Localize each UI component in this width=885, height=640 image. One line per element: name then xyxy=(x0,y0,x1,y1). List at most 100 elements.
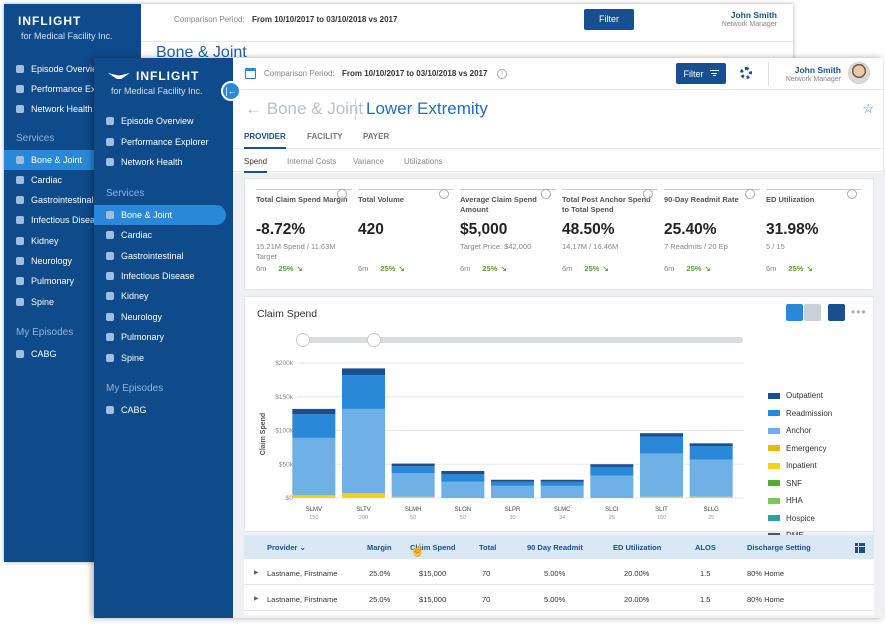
sidebar-item-kidney[interactable]: Kidney xyxy=(94,286,226,306)
bar-segment-readmission[interactable] xyxy=(689,446,733,460)
sidebar-item-pulmonary[interactable]: Pulmonary xyxy=(94,327,226,347)
legend-item-anchor[interactable]: Anchor xyxy=(768,422,832,440)
sidebar-item-infectious-disease[interactable]: Infectious Disease xyxy=(94,266,226,286)
legend-item-readmission[interactable]: Readmission xyxy=(768,405,832,423)
back-nav-episode-overview[interactable]: Episode Overview xyxy=(4,59,136,79)
kpi-total-volume[interactable]: Total Volume 420 6m 25% ↘ xyxy=(358,189,454,273)
back-nav-cabg[interactable]: CABG xyxy=(4,344,136,364)
range-slider-start-handle[interactable] xyxy=(296,333,310,347)
kpi-readmit-rate[interactable]: 90-Day Readmit Rate 25.40% 7 Readmits / … xyxy=(664,189,760,273)
info-icon[interactable] xyxy=(541,189,551,199)
bar-segment-outpatient[interactable] xyxy=(491,479,534,482)
subtab-utilizations[interactable]: Utilizations xyxy=(404,157,443,166)
bar-segment-inpatient[interactable] xyxy=(292,495,336,498)
bar-segment-anchor[interactable] xyxy=(540,485,584,498)
info-icon[interactable] xyxy=(439,189,449,199)
sidebar-item-episode-overview[interactable]: Episode Overview xyxy=(94,111,226,131)
bar-segment-readmission[interactable] xyxy=(491,481,534,486)
info-icon[interactable] xyxy=(847,189,857,199)
bar-segment-outpatient[interactable] xyxy=(292,408,336,415)
column-header-ed-utilization[interactable]: ED Utilization xyxy=(613,543,662,552)
bar-segment-inpatient[interactable] xyxy=(689,496,733,498)
bar-segment-anchor[interactable] xyxy=(640,453,683,497)
column-header-margin[interactable]: Margin xyxy=(367,543,392,552)
favorite-star-icon[interactable]: ☆ xyxy=(862,101,874,116)
bar-segment-outpatient[interactable] xyxy=(590,464,634,467)
legend-item-outpatient[interactable]: Outpatient xyxy=(768,387,832,405)
filter-button[interactable]: Filter xyxy=(676,63,726,84)
bar-segment-inpatient[interactable] xyxy=(342,493,385,498)
column-header-alos[interactable]: ALOS xyxy=(695,543,716,552)
info-icon[interactable] xyxy=(745,189,755,199)
legend-item-inpatient[interactable]: Inpatient xyxy=(768,457,832,475)
range-slider-track[interactable] xyxy=(303,337,743,343)
column-header-total[interactable]: Total xyxy=(479,543,497,552)
column-header-claim-spend[interactable]: Claim Spend xyxy=(410,543,456,552)
bar-segment-anchor[interactable] xyxy=(391,473,435,497)
bar-segment-readmission[interactable] xyxy=(292,414,336,438)
bar-segment-readmission[interactable] xyxy=(540,481,584,486)
back-filter-button[interactable]: Filter xyxy=(584,9,634,30)
bar-segment-outpatient[interactable] xyxy=(391,463,435,467)
bar-segment-inpatient[interactable] xyxy=(640,496,683,498)
bar-segment-readmission[interactable] xyxy=(640,436,683,454)
expand-row-icon[interactable]: ▶ xyxy=(254,570,259,576)
bar-segment-readmission[interactable] xyxy=(441,474,485,482)
comparison-period-value[interactable]: From 10/10/2017 to 03/10/2018 vs 2017 xyxy=(342,69,488,78)
column-header-discharge-setting[interactable]: Discharge Setting xyxy=(747,543,811,552)
table-row[interactable]: ▶ Lastname, Firstname 25.0% $15,000 70 5… xyxy=(244,559,874,585)
range-slider-end-handle[interactable] xyxy=(367,333,381,347)
bar-segment-anchor[interactable] xyxy=(441,481,485,498)
table-row[interactable]: ▶ Lastname, Firstname 25.0% $15,000 70 5… xyxy=(244,585,874,611)
bar-segment-anchor[interactable] xyxy=(342,408,385,494)
bar-segment-outpatient[interactable] xyxy=(342,368,385,376)
sidebar-item-bone-joint[interactable]: Bone & Joint xyxy=(94,205,226,225)
tab-payer[interactable]: PAYER xyxy=(363,132,390,141)
bar-segment-readmission[interactable] xyxy=(342,375,385,409)
back-nav-pulmonary[interactable]: Pulmonary xyxy=(4,271,136,291)
gear-icon[interactable] xyxy=(740,67,752,79)
back-nav-neurology[interactable]: Neurology xyxy=(4,251,136,271)
legend-item-emergency[interactable]: Emergency xyxy=(768,440,832,458)
back-nav-spine[interactable]: Spine xyxy=(4,292,136,312)
legend-item-hospice[interactable]: Hospice xyxy=(768,510,832,528)
legend-item-snf[interactable]: SNF xyxy=(768,475,832,493)
kpi-claim-spend-margin[interactable]: Total Claim Spend Margin -8.72% 15.21M S… xyxy=(256,189,352,273)
back-nav-gastro[interactable]: Gastrointestinal xyxy=(4,190,136,210)
more-options-icon[interactable]: ••• xyxy=(851,305,867,319)
back-nav-infectious[interactable]: Infectious Disease xyxy=(4,210,136,230)
avatar[interactable] xyxy=(848,62,870,84)
kpi-post-anchor-spend[interactable]: Total Post Anchor Spend to Total Spend 4… xyxy=(562,189,658,273)
legend-item-hha[interactable]: HHA xyxy=(768,492,832,510)
bar-segment-readmission[interactable] xyxy=(391,466,435,474)
calendar-icon[interactable] xyxy=(245,68,256,79)
sidebar-item-performance-explorer[interactable]: Performance Explorer xyxy=(94,132,226,152)
bar-chart-view-icon[interactable] xyxy=(786,304,803,321)
sidebar-item-cardiac[interactable]: Cardiac xyxy=(94,225,226,245)
sidebar-item-neurology[interactable]: Neurology xyxy=(94,307,226,327)
sidebar-item-gastrointestinal[interactable]: Gastrointestinal xyxy=(94,246,226,266)
chart-filter-icon[interactable] xyxy=(828,304,845,321)
back-nav-network-health[interactable]: Network Health xyxy=(4,99,136,119)
bar-segment-outpatient[interactable] xyxy=(640,433,683,437)
expand-row-icon[interactable]: ▶ xyxy=(254,596,259,602)
bar-segment-inpatient[interactable] xyxy=(391,496,435,498)
column-settings-grid-icon[interactable] xyxy=(855,543,865,553)
kpi-ed-utilization[interactable]: ED Utilization 31.98% 5 / 15 6m 25% ↘ xyxy=(766,189,862,273)
collapse-sidebar-button[interactable]: |← xyxy=(221,81,241,101)
user-name[interactable]: John Smith xyxy=(794,65,841,75)
bar-segment-outpatient[interactable] xyxy=(540,479,584,482)
sidebar-item-spine[interactable]: Spine xyxy=(94,348,226,368)
bar-segment-outpatient[interactable] xyxy=(441,471,485,475)
info-icon[interactable] xyxy=(337,189,347,199)
bar-segment-anchor[interactable] xyxy=(689,459,733,497)
back-nav-kidney[interactable]: Kidney xyxy=(4,231,136,251)
tab-provider[interactable]: PROVIDER xyxy=(244,132,286,149)
bar-segment-anchor[interactable] xyxy=(590,475,634,498)
bar-segment-outpatient[interactable] xyxy=(689,443,733,447)
kpi-average-claim-spend[interactable]: Average Claim Spend Amount $5,000 Target… xyxy=(460,189,556,273)
sidebar-item-cabg[interactable]: CABG xyxy=(94,400,226,420)
back-nav-cardiac[interactable]: Cardiac xyxy=(4,170,136,190)
subtab-internal-costs[interactable]: Internal Costs xyxy=(287,157,337,166)
tab-facility[interactable]: FACILITY xyxy=(307,132,343,141)
